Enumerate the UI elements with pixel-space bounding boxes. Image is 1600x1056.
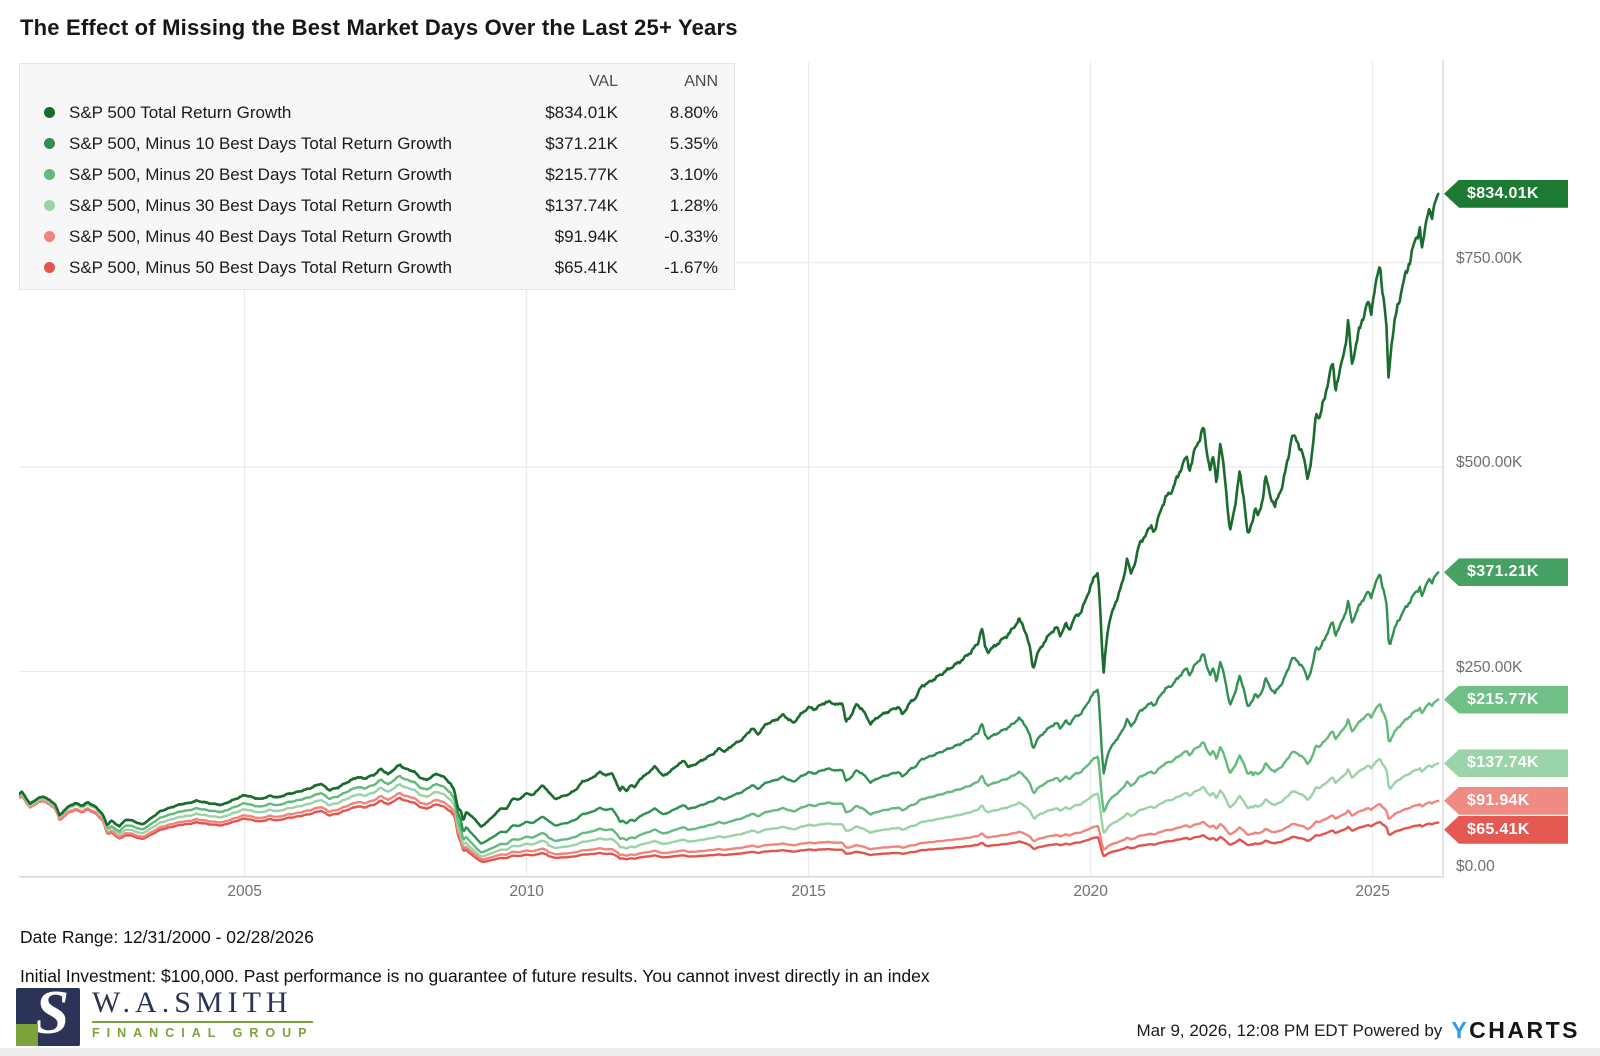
y-axis-label: $250.00K xyxy=(1456,658,1523,676)
legend-series-ann: 3.10% xyxy=(669,164,718,184)
legend-row: S&P 500 Total Return Growth $834.01K 8.80% xyxy=(20,97,734,128)
bottom-window-strip xyxy=(0,1048,1600,1056)
legend-series-val: $65.41K xyxy=(554,257,618,277)
y-axis-label: $500.00K xyxy=(1456,454,1523,471)
logo-name: W.A.SMITH xyxy=(92,988,314,1023)
series-line-0 xyxy=(19,192,1440,828)
series-line-4 xyxy=(19,791,1440,861)
legend-row: S&P 500, Minus 10 Best Days Total Return… xyxy=(20,128,734,159)
end-value-tag: $65.41K xyxy=(1444,815,1568,844)
chart-plot-area xyxy=(19,60,1444,878)
legend-series-label: S&P 500 Total Return Growth xyxy=(69,102,292,122)
page-title: The Effect of Missing the Best Market Da… xyxy=(20,15,738,40)
legend-header-ann: ANN xyxy=(684,73,718,90)
y-axis-label: $750.00K xyxy=(1456,249,1523,267)
series-color-dot-icon xyxy=(44,138,55,149)
timestamp: Mar 9, 2026, 12:08 PM EDT Powered by xyxy=(1136,1020,1443,1040)
legend-series-val: $91.94K xyxy=(554,226,618,246)
powered-by-label: Powered by xyxy=(1352,1020,1443,1040)
ycharts-y-icon: Y xyxy=(1451,1017,1470,1043)
legend-series-label: S&P 500, Minus 30 Best Days Total Return… xyxy=(69,195,453,215)
series-color-dot-icon xyxy=(44,169,55,180)
legend-series-ann: 8.80% xyxy=(669,102,718,122)
legend-series-label: S&P 500, Minus 40 Best Days Total Return… xyxy=(69,226,453,246)
end-value-tag: $137.74K xyxy=(1444,749,1568,778)
x-axis-label: 2020 xyxy=(1073,883,1108,900)
x-axis-label: 2015 xyxy=(791,883,826,900)
logo-subtitle: FINANCIAL GROUP xyxy=(92,1026,314,1040)
wa-smith-logo: S W.A.SMITH FINANCIAL GROUP xyxy=(16,980,314,1046)
legend-row: S&P 500, Minus 40 Best Days Total Return… xyxy=(20,221,734,252)
legend-series-ann: 1.28% xyxy=(669,195,718,215)
legend-series-val: $834.01K xyxy=(545,102,618,122)
legend-row: S&P 500, Minus 20 Best Days Total Return… xyxy=(20,159,734,190)
series-color-dot-icon xyxy=(44,231,55,242)
logo-green-corner xyxy=(16,1024,38,1046)
series-line-2 xyxy=(19,698,1440,854)
end-value-tag: $91.94K xyxy=(1444,786,1568,815)
legend-series-val: $215.77K xyxy=(545,164,618,184)
series-color-dot-icon xyxy=(44,200,55,211)
legend-header-row: VAL ANN xyxy=(20,67,734,97)
legend-series-ann: 5.35% xyxy=(669,133,718,153)
legend-series-ann: -0.33% xyxy=(664,226,718,246)
y-axis-label: $0.00 xyxy=(1456,858,1495,875)
timestamp-row: Mar 9, 2026, 12:08 PM EDT Powered by YCH… xyxy=(1136,1017,1580,1044)
legend-series-ann: -1.67% xyxy=(664,257,718,277)
ycharts-logo: YCHARTS xyxy=(1451,1017,1580,1043)
legend-series-val: $137.74K xyxy=(545,195,618,215)
disclaimer-text: Initial Investment: $100,000. Past perfo… xyxy=(20,966,930,986)
series-color-dot-icon xyxy=(44,262,55,273)
legend-series-label: S&P 500, Minus 50 Best Days Total Return… xyxy=(69,257,453,277)
x-axis-label: 2005 xyxy=(227,883,262,900)
legend-row: S&P 500, Minus 30 Best Days Total Return… xyxy=(20,190,734,221)
legend-series-label: S&P 500, Minus 20 Best Days Total Return… xyxy=(69,164,453,184)
end-value-tag: $215.77K xyxy=(1444,685,1568,714)
series-color-dot-icon xyxy=(44,107,55,118)
series-line-5 xyxy=(19,793,1440,864)
series-line-1 xyxy=(19,571,1440,845)
series-line-3 xyxy=(19,758,1440,858)
legend-series-val: $371.21K xyxy=(545,133,618,153)
end-value-tag: $834.01K xyxy=(1444,179,1568,208)
x-axis-label: 2010 xyxy=(509,883,544,900)
end-value-tag: $371.21K xyxy=(1444,558,1568,587)
legend-row: S&P 500, Minus 50 Best Days Total Return… xyxy=(20,252,734,283)
legend-series-label: S&P 500, Minus 10 Best Days Total Return… xyxy=(69,133,453,153)
x-axis-label: 2025 xyxy=(1355,883,1390,900)
date-range-label: Date Range: 12/31/2000 - 02/28/2026 xyxy=(20,927,314,947)
legend-panel: VAL ANN S&P 500 Total Return Growth $834.… xyxy=(19,63,735,290)
legend-header-val: VAL xyxy=(588,73,618,90)
wa-smith-monogram-icon: S xyxy=(16,980,80,1046)
